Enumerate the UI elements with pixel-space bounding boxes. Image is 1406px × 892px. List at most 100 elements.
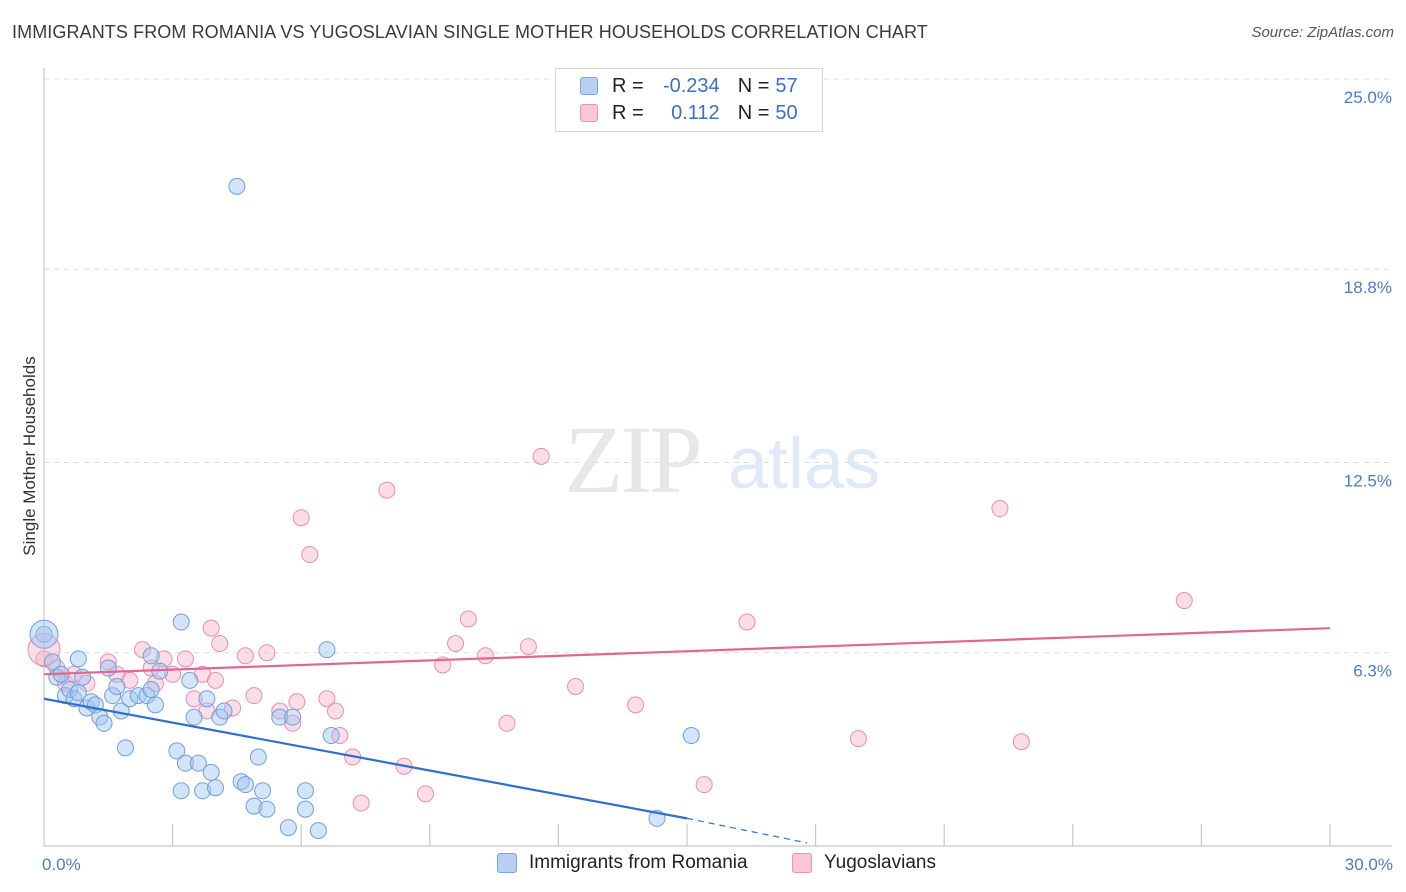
x-tick-label-min: 0.0% bbox=[42, 855, 81, 874]
chart-title: IMMIGRANTS FROM ROMANIA VS YUGOSLAVIAN S… bbox=[12, 22, 928, 42]
yugoslavians-point bbox=[258, 644, 276, 662]
romania-point bbox=[228, 177, 246, 195]
legend-swatch-yugoslavians bbox=[580, 104, 598, 122]
series-legend-yugoslavians[interactable]: Yugoslavians bbox=[792, 852, 936, 874]
romania-point bbox=[254, 782, 272, 800]
romania-point bbox=[271, 708, 289, 726]
grid-layer bbox=[44, 78, 1392, 654]
yugoslavians-point bbox=[206, 671, 224, 689]
romania-point bbox=[249, 748, 267, 766]
yugoslavians-point bbox=[447, 635, 465, 653]
yugoslavians-point bbox=[738, 613, 756, 631]
watermark-zip: ZIP bbox=[565, 406, 700, 513]
romania-point bbox=[99, 659, 117, 677]
romania-point bbox=[35, 625, 53, 643]
romania-point bbox=[189, 754, 207, 772]
series-swatch-yugoslavians bbox=[792, 853, 812, 873]
yugoslavians-point bbox=[567, 677, 585, 695]
yugoslavians-point bbox=[498, 714, 516, 732]
yugoslavians-point bbox=[695, 776, 713, 794]
yugoslavians-point bbox=[292, 509, 310, 527]
romania-point bbox=[245, 797, 263, 815]
romania-point bbox=[172, 782, 190, 800]
yugoslavians-points bbox=[27, 447, 1193, 812]
romania-trend-extension bbox=[686, 817, 808, 844]
legend-r-label: R = bbox=[612, 74, 644, 97]
yugoslavians-point bbox=[288, 693, 306, 711]
series-swatch-romania bbox=[497, 853, 517, 873]
romania-point bbox=[215, 702, 233, 720]
romania-point bbox=[258, 800, 276, 818]
romania-point bbox=[206, 779, 224, 797]
y-tick-label: 25.0% bbox=[1344, 88, 1392, 107]
watermark: ZIP atlas bbox=[565, 406, 881, 513]
romania-point bbox=[44, 653, 62, 671]
yugoslavians-point bbox=[236, 647, 254, 665]
label-layer: 6.3% 12.5% 18.8% 25.0% 0.0% 30.0% Single Mothe… bbox=[20, 88, 1393, 874]
legend-row-romania: R = -0.234 N = 57 bbox=[580, 73, 798, 99]
yugoslavians-point bbox=[211, 635, 229, 653]
yugoslavians-point bbox=[326, 702, 344, 720]
romania-point bbox=[284, 708, 302, 726]
romania-point bbox=[296, 800, 314, 818]
romania-point bbox=[108, 677, 126, 695]
yugoslavians-point bbox=[78, 674, 96, 692]
romania-point bbox=[211, 708, 229, 726]
legend-n-value-romania: 57 bbox=[775, 74, 798, 97]
romania-point bbox=[172, 613, 190, 631]
trend-layer bbox=[43, 627, 1331, 844]
romania-point bbox=[185, 708, 203, 726]
romania-point bbox=[198, 690, 216, 708]
romania-point bbox=[279, 819, 297, 837]
romania-point bbox=[194, 782, 212, 800]
romania-point bbox=[181, 671, 199, 689]
series-label-romania: Immigrants from Romania bbox=[529, 852, 748, 873]
yugoslavians-point bbox=[378, 481, 396, 499]
legend-n-value-yugoslavians: 50 bbox=[775, 101, 798, 124]
yugoslavians-point bbox=[627, 696, 645, 714]
romania-point bbox=[202, 763, 220, 781]
yugoslavians-point bbox=[185, 690, 203, 708]
y-axis-label: Single Mother Households bbox=[20, 356, 39, 555]
legend-swatch-romania bbox=[580, 77, 598, 95]
legend-n-label: N = bbox=[737, 101, 770, 124]
series-legend: Immigrants from Romania Yugoslavians bbox=[0, 852, 1406, 878]
yugoslavians-point bbox=[331, 727, 349, 745]
romania-point bbox=[296, 782, 314, 800]
x-tick-label-max: 30.0% bbox=[1345, 855, 1393, 874]
romania-point bbox=[95, 714, 113, 732]
yugoslavians-point bbox=[532, 447, 550, 465]
romania-point bbox=[318, 641, 336, 659]
yugoslavians-point bbox=[176, 650, 194, 668]
romania-point bbox=[682, 727, 700, 745]
yugoslavians-point bbox=[417, 785, 435, 803]
yugoslavians-point bbox=[459, 610, 477, 628]
romania-point bbox=[168, 742, 186, 760]
romania-point bbox=[138, 687, 156, 705]
yugoslavians-point bbox=[849, 730, 867, 748]
source-label: Source: ZipAtlas.com bbox=[1251, 24, 1394, 41]
yugoslavians-point bbox=[48, 659, 66, 677]
yugoslavians-point bbox=[134, 641, 152, 659]
yugoslavians-point bbox=[991, 500, 1009, 518]
series-legend-romania[interactable]: Immigrants from Romania bbox=[497, 852, 748, 874]
watermark-atlas: atlas bbox=[728, 424, 880, 504]
yugoslavians-trend-line bbox=[43, 627, 1331, 676]
legend-r-label: R = bbox=[612, 101, 644, 124]
romania-point bbox=[146, 696, 164, 714]
romania-point bbox=[142, 647, 160, 665]
yugoslavians-point bbox=[56, 674, 74, 692]
yugoslavians-point bbox=[1175, 592, 1193, 610]
y-tick-label: 12.5% bbox=[1344, 472, 1392, 491]
romania-point bbox=[176, 754, 194, 772]
yugoslavians-point bbox=[352, 794, 370, 812]
legend-row-yugoslavians: R = 0.112 N = 50 bbox=[580, 100, 798, 126]
legend-r-value-romania: -0.234 bbox=[662, 74, 720, 97]
romania-trend-line bbox=[43, 697, 688, 820]
legend-n-label: N = bbox=[737, 74, 770, 97]
series-label-yugoslavians: Yugoslavians bbox=[824, 852, 936, 873]
axes-layer bbox=[43, 68, 1392, 847]
romania-point-large bbox=[29, 619, 59, 649]
yugoslavians-point bbox=[99, 653, 117, 671]
